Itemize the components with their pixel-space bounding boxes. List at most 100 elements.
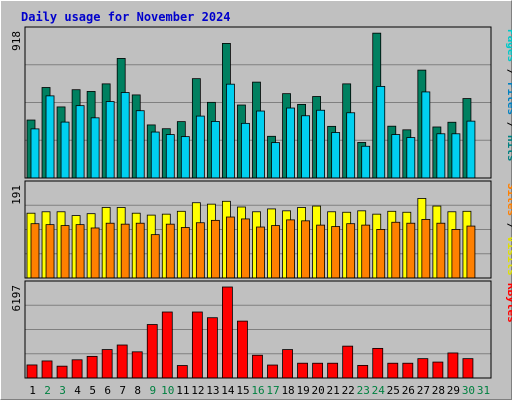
kbytes-bar-kbytes [191, 311, 203, 379]
hits-bar-files [346, 112, 356, 179]
kbytes-bar-kbytes [252, 354, 263, 379]
visits-legend: Sites / Visits [505, 183, 512, 276]
day-label: 12 [191, 384, 204, 397]
visits-bar-sites [30, 223, 40, 279]
day-label: 10 [161, 384, 174, 397]
visits-bar-sites [75, 224, 85, 279]
kbytes-bar-kbytes [131, 351, 143, 379]
hits-bar-files [165, 134, 175, 179]
hits-bar-files [271, 142, 280, 179]
hits-bar-files [180, 136, 190, 179]
hits-bar-files [195, 115, 205, 179]
kbytes-bar-kbytes [71, 359, 83, 379]
visits-bar-sites [150, 234, 160, 279]
hits-bar-files [90, 117, 100, 179]
kbytes-legend: KBytes [505, 283, 512, 323]
hits-bar-files [331, 132, 341, 179]
day-label: 29 [447, 384, 460, 397]
kbytes-bar-kbytes [86, 355, 98, 379]
kbytes-bar-kbytes [402, 362, 414, 379]
day-label: 6 [104, 384, 111, 397]
hits-bar-files [286, 107, 295, 179]
day-label: 20 [312, 384, 325, 397]
day-label: 7 [119, 384, 126, 397]
visits-bar-sites [60, 225, 70, 279]
day-label: 26 [402, 384, 415, 397]
hits-bar-files [406, 137, 416, 179]
kbytes-bar-kbytes [56, 365, 68, 379]
visits-bar-sites [451, 229, 461, 279]
hits-legend-entry: / [505, 62, 512, 82]
visits-legend-entry: Sites [505, 183, 512, 216]
visits-legend-entry: / [505, 216, 512, 236]
day-label: 13 [206, 384, 219, 397]
day-label: 16 [251, 384, 264, 397]
hits-legend-entry: Files [505, 82, 512, 115]
day-label: 30 [462, 384, 475, 397]
kbytes-bar-kbytes [101, 349, 113, 379]
day-label: 27 [417, 384, 430, 397]
hits-legend-entry: Pages [505, 29, 512, 62]
day-label: 3 [59, 384, 66, 397]
day-label: 23 [357, 384, 370, 397]
kbytes-bar-kbytes [312, 362, 324, 379]
day-label: 28 [432, 384, 445, 397]
hits-bar-files [75, 105, 85, 179]
kbytes-bar-kbytes [206, 317, 218, 379]
day-label: 22 [342, 384, 355, 397]
visits-bar-sites [271, 225, 280, 279]
visits-bar-sites [376, 229, 386, 279]
kbytes-panel-border [24, 280, 492, 379]
day-label: 8 [134, 384, 141, 397]
hits-bar-files [30, 128, 40, 179]
day-label: 1 [29, 384, 36, 397]
visits-bar-sites [165, 223, 175, 279]
visits-bar-sites [45, 224, 55, 279]
kbytes-bar-kbytes [267, 364, 278, 379]
kbytes-bar-kbytes [297, 362, 308, 379]
visits-bar-sites [436, 222, 446, 279]
hits-bar-files [466, 120, 476, 179]
visits-bar-sites [120, 223, 130, 279]
visits-bar-sites [256, 226, 265, 279]
visits-panel-border [24, 180, 492, 279]
hits-bar-files [150, 131, 160, 179]
kbytes-bar-kbytes [417, 358, 429, 379]
hits-bar-files [45, 95, 55, 179]
visits-bar-sites [316, 224, 326, 279]
hits-bar-files [361, 145, 371, 179]
visits-bar-sites [90, 227, 100, 279]
kbytes-bar-kbytes [462, 358, 474, 379]
visits-bar-sites [361, 224, 371, 279]
hits-bar-files [210, 121, 220, 179]
chart-title: Daily usage for November 2024 [21, 10, 231, 24]
visits-bar-sites [406, 222, 416, 279]
visits-bar-sites [180, 227, 190, 279]
visits-bar-sites [135, 222, 145, 279]
kbytes-bar-kbytes [432, 361, 444, 379]
kbytes-bar-kbytes [357, 364, 369, 379]
kbytes-bar-kbytes [116, 344, 128, 379]
visits-bar-sites [241, 218, 250, 279]
day-label: 18 [281, 384, 294, 397]
kbytes-ymax-label: 6197 [10, 285, 23, 312]
hits-legend-entry: Hits [505, 135, 512, 162]
day-label: 11 [176, 384, 189, 397]
day-label: 19 [296, 384, 309, 397]
visits-bar-sites [105, 222, 115, 279]
day-label: 25 [387, 384, 400, 397]
visits-bar-sites [331, 226, 341, 279]
day-label: 2 [44, 384, 51, 397]
hits-bar-files [301, 115, 310, 179]
visits-bar-sites [210, 219, 220, 279]
kbytes-bar-kbytes [161, 311, 173, 379]
kbytes-bar-kbytes [372, 347, 384, 379]
hits-bar-files [226, 83, 235, 179]
visits-bar-sites [286, 219, 295, 279]
day-label: 5 [89, 384, 96, 397]
hits-bar-files [391, 134, 401, 179]
day-label: 24 [372, 384, 386, 397]
kbytes-bar-kbytes [387, 362, 399, 379]
